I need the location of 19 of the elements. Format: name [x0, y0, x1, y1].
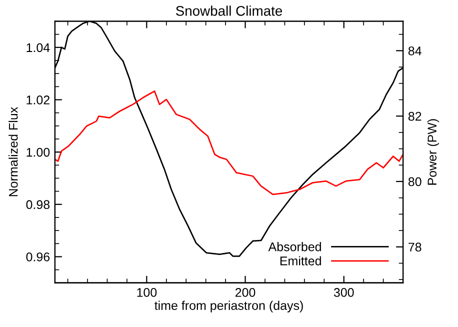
legend-label: Absorbed: [268, 242, 321, 252]
y-tick-label: 0.98: [26, 200, 50, 210]
chart-title: Snowball Climate: [176, 6, 282, 16]
y-axis-title: Normalized Flux: [8, 107, 18, 196]
x-axis-title: time from periastron (days): [154, 300, 303, 312]
y2-tick-label: 84: [408, 46, 422, 56]
y2-tick-label: 78: [408, 242, 422, 252]
y-tick-label: 1.04: [26, 43, 50, 52]
x-tick-label: 300: [334, 288, 354, 297]
y2-axis-title: Power (PW): [427, 119, 440, 185]
x-tick-label: 100: [137, 288, 157, 297]
y-tick-label: 0.96: [26, 252, 50, 262]
y-tick-label: 1.00: [26, 148, 50, 157]
y-tick-label: 1.02: [26, 96, 50, 104]
x-tick-label: 200: [235, 288, 256, 297]
y2-tick-label: 80: [408, 177, 422, 186]
line-series: [54, 90, 404, 196]
legend-label: Emitted: [280, 256, 321, 266]
y2-tick-label: 82: [408, 112, 422, 121]
